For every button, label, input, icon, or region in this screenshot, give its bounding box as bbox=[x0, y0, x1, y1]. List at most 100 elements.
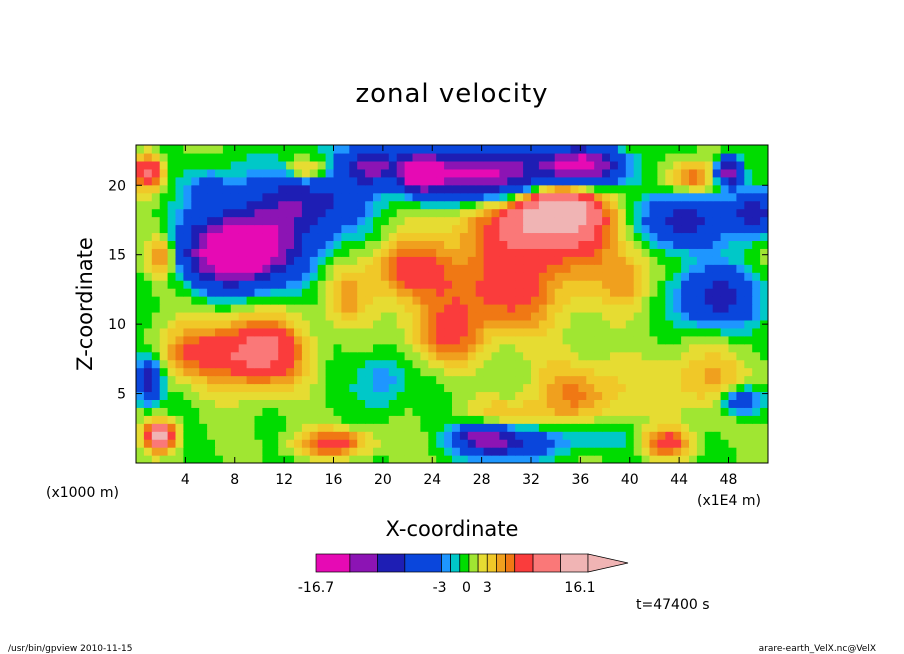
field-cell bbox=[586, 240, 595, 249]
field-cell bbox=[641, 248, 651, 257]
field-cell bbox=[499, 168, 508, 178]
field-cell bbox=[412, 224, 421, 234]
field-cell bbox=[760, 304, 768, 313]
field-cell bbox=[246, 200, 256, 210]
field-cell bbox=[554, 415, 564, 424]
field-cell bbox=[286, 423, 295, 432]
field-cell bbox=[760, 152, 768, 162]
field-cell bbox=[657, 455, 666, 463]
field-cell bbox=[317, 407, 327, 416]
field-cell bbox=[562, 335, 572, 345]
field-cell bbox=[317, 335, 327, 345]
field-cell bbox=[199, 311, 208, 321]
field-cell bbox=[681, 208, 690, 218]
field-cell bbox=[294, 391, 303, 400]
field-cell bbox=[515, 160, 524, 170]
field-cell bbox=[317, 415, 327, 424]
field-cell bbox=[452, 152, 461, 162]
field-cell bbox=[357, 296, 366, 305]
field-cell bbox=[483, 200, 493, 210]
field-cell bbox=[657, 343, 666, 353]
field-cell bbox=[665, 399, 674, 408]
field-cell bbox=[673, 216, 682, 226]
field-cell bbox=[562, 447, 572, 456]
field-cell bbox=[309, 200, 319, 210]
field-cell bbox=[602, 256, 611, 265]
field-cell bbox=[191, 327, 200, 337]
colorbar-box bbox=[514, 553, 534, 573]
field-cell bbox=[673, 272, 682, 281]
field-cell bbox=[578, 184, 587, 194]
field-cell bbox=[388, 288, 398, 297]
field-cell bbox=[673, 407, 682, 416]
field-cell bbox=[491, 192, 500, 202]
field-cell bbox=[641, 399, 651, 408]
field-cell bbox=[538, 391, 548, 400]
field-cell bbox=[625, 391, 635, 400]
field-cell bbox=[752, 447, 761, 456]
field-cell bbox=[696, 423, 706, 432]
field-cell bbox=[760, 351, 768, 361]
field-cell bbox=[546, 232, 556, 241]
field-cell bbox=[436, 447, 445, 456]
field-cell bbox=[222, 176, 232, 186]
field-cell bbox=[531, 343, 540, 353]
field-cell bbox=[531, 256, 540, 265]
field-cell bbox=[278, 311, 287, 321]
field-cell bbox=[222, 216, 232, 226]
field-cell bbox=[317, 248, 327, 257]
field-cell bbox=[309, 208, 319, 218]
field-cell bbox=[649, 272, 658, 281]
field-cell bbox=[333, 264, 342, 273]
field-cell bbox=[262, 399, 271, 408]
field-cell bbox=[594, 264, 603, 273]
field-cell bbox=[744, 232, 753, 241]
field-cell bbox=[459, 423, 469, 432]
field-cell bbox=[396, 216, 406, 226]
field-cell bbox=[483, 296, 493, 305]
field-cell bbox=[752, 343, 761, 353]
field-cell bbox=[309, 423, 319, 432]
field-cell bbox=[278, 280, 287, 289]
field-cell bbox=[151, 145, 161, 154]
field-cell bbox=[491, 407, 500, 416]
field-cell bbox=[586, 367, 595, 377]
field-cell bbox=[483, 224, 493, 234]
field-cell bbox=[341, 192, 350, 202]
field-cell bbox=[467, 296, 477, 305]
field-cell bbox=[254, 351, 263, 361]
field-cell bbox=[689, 232, 698, 241]
field-cell bbox=[246, 248, 256, 257]
field-cell bbox=[396, 256, 406, 265]
field-cell bbox=[199, 327, 208, 337]
field-cell bbox=[136, 216, 145, 226]
field-cell bbox=[720, 288, 730, 297]
field-cell bbox=[712, 415, 722, 424]
field-cell bbox=[143, 351, 153, 361]
field-cell bbox=[396, 335, 406, 345]
field-cell bbox=[515, 455, 524, 463]
field-cell bbox=[610, 319, 619, 329]
field-cell bbox=[467, 200, 477, 210]
field-cell bbox=[562, 232, 572, 241]
field-cell bbox=[625, 224, 635, 234]
field-cell bbox=[452, 200, 461, 210]
field-cell bbox=[333, 272, 342, 281]
field-cell bbox=[136, 351, 145, 361]
field-cell bbox=[175, 280, 184, 289]
field-cell bbox=[712, 264, 722, 273]
field-cell bbox=[752, 296, 761, 305]
field-cell bbox=[554, 248, 564, 257]
field-cell bbox=[309, 343, 319, 353]
field-cell bbox=[696, 399, 706, 408]
x-tick-label: 44 bbox=[670, 472, 688, 488]
field-cell bbox=[143, 176, 153, 186]
field-cell bbox=[159, 343, 169, 353]
field-cell bbox=[452, 447, 461, 456]
field-cell bbox=[143, 240, 153, 249]
field-cell bbox=[317, 351, 327, 361]
field-cell bbox=[317, 447, 327, 456]
field-cell bbox=[341, 184, 350, 194]
field-cell bbox=[602, 439, 611, 448]
field-cell bbox=[317, 439, 327, 448]
